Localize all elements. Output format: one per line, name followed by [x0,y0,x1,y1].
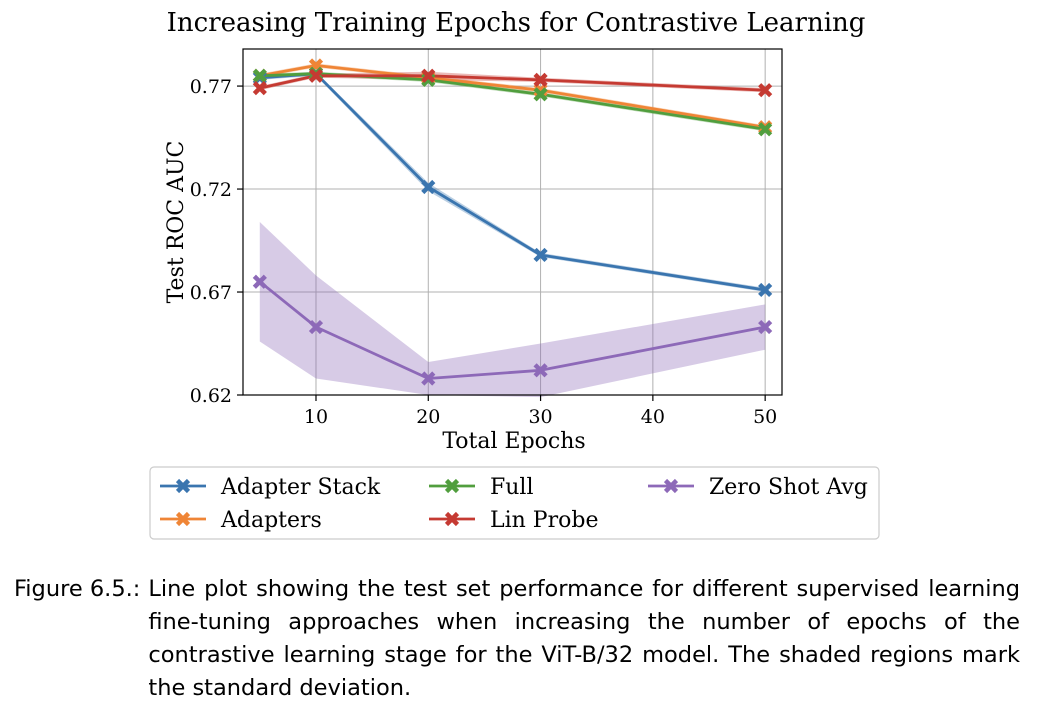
lin-probe-point [758,83,773,98]
legend-item-adapter-stack: Adapter Stack [160,475,381,500]
x-tick-label: 40 [641,406,665,428]
legend-label: Lin Probe [490,508,598,533]
plot-frame [242,48,783,396]
legend-marker [175,478,191,494]
figure-caption: Figure 6.5.: Line plot showing the test … [14,573,1020,705]
legend-marker [444,511,460,527]
legend-marker [663,478,679,494]
axis-ticks: 10 20 30 40 50 0.62 0.67 0.72 0.77 [190,76,778,428]
legend-item-zero-shot-avg: Zero Shot Avg [648,475,868,500]
legend-marker [444,478,460,494]
zero-shot-avg-point [758,319,773,335]
legend-label: Zero Shot Avg [709,475,868,500]
adapter-stack-point [421,179,436,195]
lin-probe-point [308,68,324,83]
adapter-stack-std-band [259,71,766,292]
full-point [252,68,267,83]
legend-frame [149,466,880,540]
full-point [533,87,548,102]
legend-label: Full [490,475,534,500]
legend-marker [175,511,191,527]
caption-label: Figure 6.5.: [14,576,141,602]
line-chart: Increasing Training Epochs for Contrasti… [149,8,880,540]
chart-title: Increasing Training Epochs for Contrasti… [167,8,866,38]
y-tick-label: 0.67 [190,282,232,304]
y-tick-label: 0.72 [190,179,232,201]
legend-item-adapters: Adapters [160,508,322,533]
caption-text: Line plot showing the test set performan… [148,576,1020,701]
x-tick-label: 30 [528,406,552,428]
adapter-stack-point [758,282,773,298]
legend-item-full: Full [429,475,534,500]
lin-probe-point [252,81,267,96]
zero-shot-avg-point [252,274,267,289]
zero-shot-avg-point [533,363,548,378]
y-tick-label: 0.62 [190,385,232,407]
series-markers [252,58,773,386]
x-tick-label: 50 [753,406,777,428]
y-tick-label: 0.77 [190,76,232,98]
figure: Increasing Training Epochs for Contrasti… [149,8,880,540]
lin-probe-point [533,72,548,87]
zero-shot-avg-point [308,319,324,335]
full-point [758,122,773,137]
lin-probe-point [421,68,436,83]
legend-label: Adapters [220,508,322,533]
x-tick-label: 20 [416,406,440,428]
full-line [259,72,766,131]
legend-label: Adapter Stack [220,475,381,500]
y-axis-label: Test ROC AUC [164,141,189,304]
x-axis-label: Total Epochs [442,429,585,454]
full-point [421,72,436,87]
legend: Adapter Stack Adapters Full Lin Probe Zero S… [149,466,880,540]
adapter-stack-line [259,72,766,292]
legend-item-lin-probe: Lin Probe [429,508,598,533]
adapter-stack-point [533,247,548,263]
zero-shot-avg-point [421,371,436,386]
zero-shot-avg-std-band [259,222,766,398]
x-tick-label: 10 [304,406,328,428]
